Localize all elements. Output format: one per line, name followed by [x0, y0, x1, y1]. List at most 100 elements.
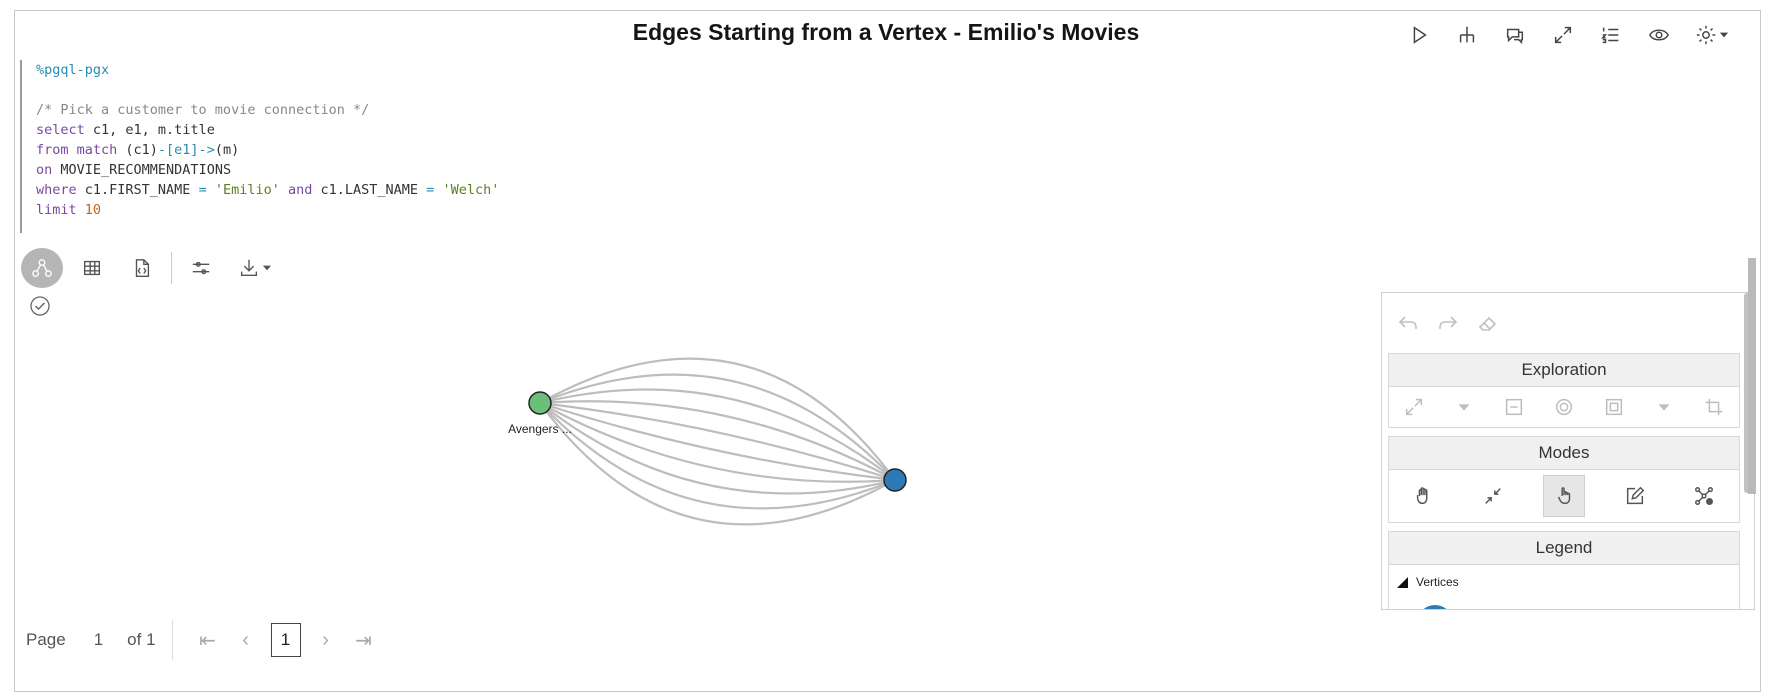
hand-icon [1416, 487, 1428, 505]
first-page-button[interactable]: ⇤ [189, 628, 227, 653]
page-label: Page [26, 630, 66, 649]
graph-edge[interactable] [539, 401, 896, 482]
group-button[interactable] [1594, 387, 1634, 427]
code-comment: /* Pick a customer to movie connection *… [36, 102, 370, 118]
prev-page-button[interactable]: ‹ [227, 629, 265, 652]
hierarchy-button[interactable] [1443, 22, 1491, 48]
download-button[interactable] [230, 248, 282, 288]
comments-button[interactable] [1491, 22, 1539, 48]
list-button[interactable] [1587, 22, 1635, 48]
movie-vertex[interactable] [528, 391, 552, 415]
undo-icon[interactable] [1396, 311, 1420, 335]
redo-icon[interactable] [1436, 311, 1460, 335]
graph-edge[interactable] [539, 402, 896, 510]
fit-frame-icon [1705, 398, 1723, 416]
json-view-button[interactable] [121, 248, 163, 288]
notebook-paragraph [14, 10, 1761, 692]
legend-header: Legend [1388, 531, 1740, 565]
graph-edges [539, 357, 896, 526]
group-dropdown[interactable] [1644, 387, 1684, 427]
group-box-icon [1605, 398, 1623, 416]
visualization-toolbar [21, 248, 290, 288]
chevron-left-icon: ‹ [242, 628, 249, 651]
network-add-icon [1695, 487, 1714, 505]
code-token: 'Welch' [434, 182, 500, 198]
code-token: limit [36, 202, 77, 218]
table-view-button[interactable] [71, 248, 113, 288]
eraser-icon[interactable] [1476, 311, 1500, 335]
modes-tools [1388, 470, 1740, 523]
code-token: from match [36, 142, 118, 158]
chevron-right-icon: › [322, 628, 329, 651]
graph-edge[interactable] [539, 402, 896, 495]
graph-edge[interactable] [539, 400, 896, 481]
focus-button[interactable] [1544, 387, 1584, 427]
minus-box-icon [1505, 398, 1523, 416]
graph-edge[interactable] [539, 402, 896, 526]
fit-button[interactable] [1694, 387, 1734, 427]
page-number-display: 1 [93, 630, 104, 649]
code-token: (m) [214, 142, 240, 158]
graph-edge[interactable] [539, 401, 896, 482]
last-page-icon: ⇥ [355, 629, 372, 652]
customer-vertex[interactable] [883, 468, 907, 492]
gear-icon [1696, 25, 1716, 45]
graph-edge[interactable] [539, 388, 896, 481]
expand-button[interactable] [1539, 22, 1587, 48]
pan-mode-button[interactable] [1404, 476, 1444, 516]
select-mode-button[interactable] [1542, 475, 1585, 517]
edit-icon [1626, 486, 1644, 505]
network-mode-button[interactable] [1684, 476, 1724, 516]
code-token: select [36, 122, 85, 138]
paragraph-toolbar [1395, 22, 1743, 48]
success-check-icon [30, 296, 50, 316]
history-tools [1382, 293, 1754, 353]
comments-icon [1506, 28, 1524, 45]
code-magic: %pgql-pgx [36, 62, 110, 78]
exploration-tools [1388, 387, 1740, 428]
graph-icon [32, 259, 52, 277]
run-button[interactable] [1395, 22, 1443, 48]
collapse-button[interactable] [1494, 387, 1534, 427]
edit-mode-button[interactable] [1615, 476, 1655, 516]
chevron-down-icon [1719, 32, 1729, 38]
legend-vertices-row[interactable]: Vertices [1397, 575, 1459, 589]
table-icon [83, 260, 101, 276]
visibility-button[interactable] [1635, 22, 1683, 48]
code-file-icon [135, 259, 150, 277]
download-icon [240, 259, 258, 277]
collapse-mode-button[interactable] [1473, 476, 1513, 516]
expand-dropdown[interactable] [1444, 387, 1484, 427]
legend-vertex-swatch [1417, 605, 1453, 609]
code-token: on [36, 162, 53, 178]
list-numbered-icon [1600, 27, 1619, 44]
graph-view-button[interactable] [21, 248, 63, 288]
expand-icon [1554, 26, 1572, 44]
code-token: = [426, 182, 435, 198]
graph-controls-panel: Exploration Modes Legend Vertices [1381, 292, 1755, 610]
first-page-icon: ⇤ [199, 629, 216, 652]
expand-node-button[interactable] [1394, 387, 1434, 427]
viewport-scrollbar[interactable] [1748, 258, 1756, 494]
panel-scrollbar[interactable] [1744, 293, 1750, 493]
toolbar-divider [171, 252, 172, 284]
code-token: -[e1]-> [157, 142, 215, 158]
next-page-button[interactable]: › [307, 629, 345, 652]
shrink-icon [1485, 488, 1502, 504]
last-page-button[interactable]: ⇥ [345, 628, 383, 653]
settings-sliders-button[interactable] [180, 248, 222, 288]
code-token: 10 [76, 202, 102, 218]
code-editor[interactable]: %pgql-pgx /* Pick a customer to movie co… [20, 60, 1720, 233]
graph-edge[interactable] [539, 357, 896, 481]
pager-divider [171, 620, 173, 660]
modes-header: Modes [1388, 436, 1740, 470]
graph-edge[interactable] [539, 402, 896, 483]
graph-canvas[interactable]: Avengers ... [440, 290, 940, 590]
settings-button[interactable] [1683, 22, 1743, 48]
pointer-hand-icon [1557, 487, 1571, 505]
page-input[interactable]: 1 [270, 623, 301, 657]
run-icon [1413, 26, 1427, 44]
movie-vertex-label: Avengers ... [508, 422, 572, 436]
chevron-down-icon [262, 265, 272, 271]
graph-edge[interactable] [539, 373, 896, 481]
